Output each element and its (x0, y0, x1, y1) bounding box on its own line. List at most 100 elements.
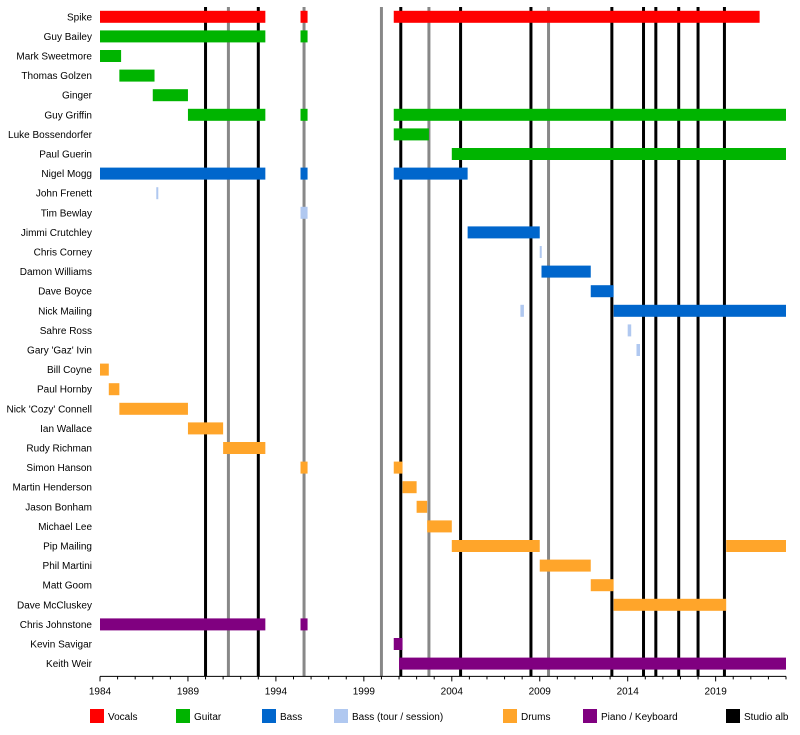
member-label-martin-henderson: Martin Henderson (13, 483, 92, 494)
bar-spike-vocals-2 (393, 10, 760, 23)
member-label-simon-hanson: Simon Hanson (26, 463, 92, 474)
member-label-damon-williams: Damon Williams (20, 267, 92, 278)
bar-ian-wallace-drums-0 (187, 422, 224, 435)
bar-kevin-savigar-piano-keyboard-0 (393, 638, 403, 650)
x-tick-label-2009: 2009 (529, 686, 552, 697)
bar-luke-bossendorfer-guitar-0 (393, 128, 429, 141)
bar-martin-henderson-drums-0 (402, 481, 417, 494)
member-label-nigel-mogg: Nigel Mogg (41, 169, 92, 180)
member-label-pip-mailing: Pip Mailing (43, 542, 92, 553)
album-lines (204, 7, 726, 677)
bar-jimmi-crutchley-bass-0 (467, 226, 540, 239)
legend-label-studio-alb: Studio alb (744, 712, 789, 723)
member-label-ian-wallace: Ian Wallace (40, 424, 92, 435)
member-label-dave-boyce: Dave Boyce (38, 287, 92, 298)
legend-label-piano-keyboard: Piano / Keyboard (601, 712, 678, 723)
legend-label-bass: Bass (280, 712, 302, 723)
bar-pip-mailing-drums-1 (726, 540, 786, 552)
member-label-guy-griffin: Guy Griffin (44, 110, 92, 121)
bar-rudy-richman-drums-0 (223, 442, 266, 454)
x-tick-label-2004: 2004 (441, 686, 464, 697)
bar-guy-griffin-guitar-2 (393, 108, 786, 121)
bar-nigel-mogg-bass-0 (100, 167, 266, 180)
x-tick-label-2014: 2014 (617, 686, 640, 697)
member-label-kevin-savigar: Kevin Savigar (30, 640, 92, 651)
bar-nick-mailing-bass-1 (613, 304, 786, 317)
bar-john-frenett-bass-tour-session-0 (156, 187, 159, 200)
member-label-tim-bewlay: Tim Bewlay (41, 208, 92, 219)
member-label-dave-mccluskey: Dave McCluskey (17, 600, 92, 611)
member-label-jimmi-crutchley: Jimmi Crutchley (21, 228, 92, 239)
bar-nick-cozy-connell-drums-0 (119, 402, 188, 415)
legend-swatch-drums (503, 709, 517, 723)
x-tick-label-2019: 2019 (705, 686, 728, 697)
legend: Vocals Guitar Bass Bass (tour / session) Dru… (90, 709, 789, 723)
bar-michael-lee-drums-0 (427, 520, 452, 533)
x-tick-label-1999: 1999 (353, 686, 376, 697)
bar-paul-guerin-guitar-0 (451, 148, 786, 160)
bar-keith-weir-piano-keyboard-0 (399, 657, 786, 670)
member-label-phil-martini: Phil Martini (43, 561, 92, 572)
legend-swatch-guitar (176, 709, 190, 723)
member-label-keith-weir: Keith Weir (46, 659, 93, 670)
member-label-mark-sweetmore: Mark Sweetmore (16, 52, 92, 63)
bar-nigel-mogg-bass-2 (393, 167, 468, 180)
bar-nigel-mogg-bass-1 (300, 167, 308, 180)
legend-label-vocals: Vocals (108, 712, 137, 723)
legend-label-guitar: Guitar (194, 712, 222, 723)
bar-dave-boyce-bass-0 (590, 285, 614, 298)
bar-chris-johnstone-piano-keyboard-0 (100, 618, 266, 631)
bar-pip-mailing-drums-0 (451, 540, 540, 552)
bar-guy-griffin-guitar-1 (300, 108, 308, 121)
member-label-michael-lee: Michael Lee (38, 522, 92, 533)
legend-swatch-piano-keyboard (583, 709, 597, 723)
bar-nick-mailing-bass-tour-session-0 (520, 304, 524, 317)
bar-thomas-golzen-guitar-0 (119, 69, 155, 82)
member-label-thomas-golzen: Thomas Golzen (21, 71, 92, 82)
member-label-ginger: Ginger (62, 91, 93, 102)
bar-tim-bewlay-bass-tour-session-0 (300, 206, 308, 219)
member-label-guy-bailey: Guy Bailey (44, 32, 92, 43)
member-label-bill-coyne: Bill Coyne (47, 365, 92, 376)
member-label-gary-gaz-ivin: Gary 'Gaz' Ivin (27, 346, 92, 357)
legend-label-drums: Drums (521, 712, 550, 723)
member-label-nick-mailing: Nick Mailing (38, 306, 92, 317)
member-labels: Spike Guy Bailey Mark Sweetmore Thomas Golz… (6, 12, 92, 670)
member-label-paul-hornby: Paul Hornby (37, 385, 92, 396)
bar-gary-gaz-ivin-bass-tour-session-0 (636, 344, 641, 356)
legend-swatch-studio-alb (726, 709, 740, 723)
member-label-matt-goom: Matt Goom (43, 581, 92, 592)
legend-swatch-bass-tour-session (334, 709, 348, 723)
member-label-sahre-ross: Sahre Ross (40, 326, 92, 337)
x-tick-label-1984: 1984 (89, 686, 112, 697)
bar-phil-martini-drums-0 (539, 559, 591, 572)
member-label-john-frenett: John Frenett (36, 189, 92, 200)
legend-swatch-bass (262, 709, 276, 723)
member-label-chris-johnstone: Chris Johnstone (20, 620, 93, 631)
bar-paul-hornby-drums-0 (108, 383, 120, 396)
member-label-rudy-richman: Rudy Richman (26, 444, 92, 455)
member-label-paul-guerin: Paul Guerin (39, 150, 92, 161)
legend-swatch-vocals (90, 709, 104, 723)
x-tick-label-1989: 1989 (177, 686, 200, 697)
member-label-chris-corney: Chris Corney (34, 248, 92, 259)
bar-mark-sweetmore-guitar-0 (100, 50, 122, 62)
x-tick-label-1994: 1994 (265, 686, 288, 697)
bar-guy-griffin-guitar-0 (187, 108, 266, 121)
member-label-nick-cozy-connell: Nick 'Cozy' Connell (6, 404, 92, 415)
legend-label-bass-tour-session: Bass (tour / session) (352, 712, 443, 723)
bar-guy-bailey-guitar-0 (100, 30, 266, 43)
member-label-jason-bonham: Jason Bonham (25, 502, 92, 513)
member-bars (100, 10, 786, 670)
x-axis: 1984 1989 1994 1999 2004 2009 2014 2019 (89, 675, 787, 697)
bar-bill-coyne-drums-0 (100, 363, 109, 376)
bar-spike-vocals-1 (300, 10, 308, 23)
bar-simon-hanson-drums-1 (393, 461, 403, 474)
bar-simon-hanson-drums-0 (300, 461, 308, 474)
bar-spike-vocals-0 (100, 10, 266, 23)
bar-chris-johnstone-piano-keyboard-1 (300, 618, 308, 631)
bar-chris-corney-bass-tour-session-0 (539, 246, 542, 258)
bar-matt-goom-drums-0 (590, 579, 614, 592)
